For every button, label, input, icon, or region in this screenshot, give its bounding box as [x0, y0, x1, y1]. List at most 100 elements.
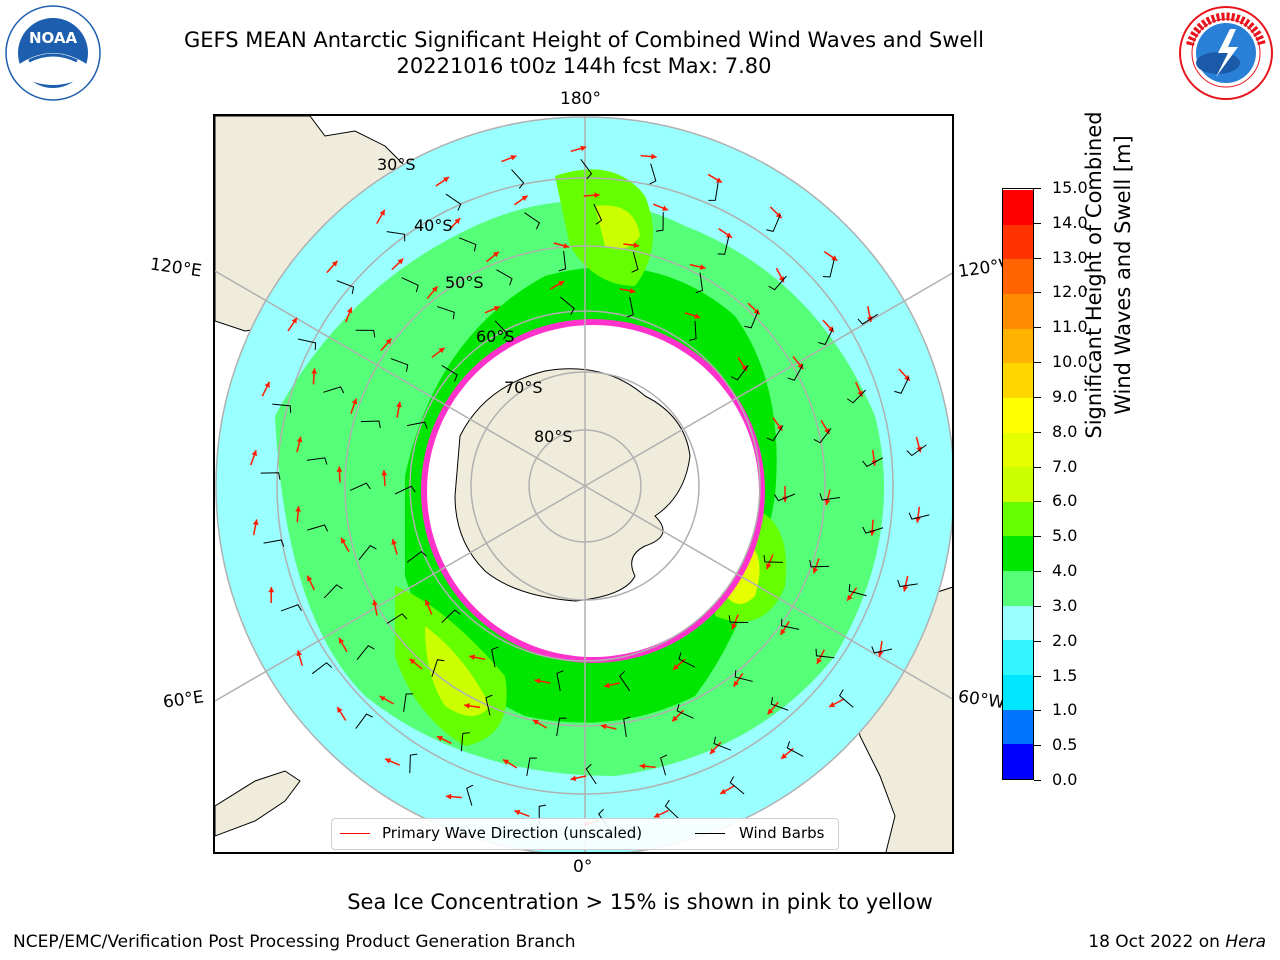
- colorbar-tick: [1034, 431, 1041, 433]
- colorbar-segment: [1003, 258, 1033, 294]
- wind-barb: [593, 203, 603, 225]
- wind-barb: [511, 169, 525, 189]
- wave-arrow-head: [351, 398, 358, 405]
- wind-barb: [774, 493, 796, 502]
- wave-arrow-head: [514, 809, 521, 816]
- wave-arrow-head: [521, 195, 528, 201]
- wave-arrow-head: [731, 623, 737, 630]
- wind-barb: [437, 306, 455, 320]
- wind-barb: [526, 757, 537, 776]
- wave-arrow-head: [346, 307, 353, 314]
- wave-arrow-head: [510, 155, 517, 161]
- wind-barb: [556, 717, 567, 737]
- colorbar-tick: [1034, 605, 1041, 607]
- wind-barb: [306, 457, 328, 465]
- wind-barb: [556, 670, 564, 692]
- colorbar-tick-label: 3.0: [1052, 595, 1078, 615]
- colorbar-tick-label: 9.0: [1052, 386, 1078, 406]
- colorbar-segment: [1003, 362, 1033, 398]
- wind-barb: [272, 403, 292, 413]
- wave-arrow-head: [469, 654, 475, 661]
- wind-barb: [406, 421, 428, 429]
- lon-label-180: 180°: [560, 89, 601, 109]
- wind-barb: [708, 182, 719, 201]
- colorbar-segment: [1003, 570, 1033, 606]
- lon-label-0: 0°: [573, 857, 593, 877]
- legend-barb-swatch: [695, 833, 725, 834]
- wave-arrow-head: [672, 715, 678, 722]
- wind-barb: [664, 799, 679, 819]
- wind-barb: [626, 296, 634, 318]
- wave-arrow-head: [385, 338, 392, 345]
- lat-label-70s: 70°S: [504, 378, 543, 397]
- wave-arrow-head: [534, 678, 541, 684]
- wave-arrow-head: [436, 736, 443, 742]
- colorbar: [1002, 188, 1034, 780]
- wind-barb: [656, 212, 664, 232]
- africa-land: [215, 770, 301, 837]
- colorbar-tick: [1034, 571, 1041, 573]
- wave-arrow-head: [720, 788, 727, 794]
- wave-arrow-head: [493, 251, 499, 258]
- wind-barb: [857, 313, 879, 325]
- wave-arrow-head: [904, 374, 910, 381]
- lat-label-40s: 40°S: [414, 216, 453, 235]
- footer-host: Hera: [1225, 932, 1266, 952]
- wave-arrow-head: [503, 759, 510, 765]
- wave-arrow-head: [651, 153, 657, 160]
- wind-barb: [838, 689, 854, 708]
- legend-wave-swatch: [340, 833, 370, 834]
- colorbar-tick: [1034, 640, 1041, 642]
- wave-arrow-head: [633, 242, 640, 249]
- colorbar-tick: [1034, 257, 1041, 259]
- wave-arrow-head: [829, 701, 836, 707]
- wind-barb: [390, 358, 409, 372]
- wind-barb: [386, 613, 408, 624]
- colorbar-tick-label: 6.0: [1052, 491, 1078, 511]
- colorbar-tick-label: 12.0: [1052, 282, 1088, 302]
- chart-subtitle: 20221016 t00z 144h fcst Max: 7.80: [396, 54, 772, 78]
- wind-barb: [689, 320, 697, 341]
- wind-barb: [558, 250, 567, 272]
- wind-barb: [441, 365, 458, 382]
- legend-barb-label: Wind Barbs: [739, 824, 825, 842]
- wave-arrow-head: [812, 567, 819, 574]
- colorbar-tick-label: 8.0: [1052, 421, 1078, 441]
- wind-barb: [728, 615, 749, 624]
- wave-arrow-head: [824, 499, 831, 506]
- wind-barb: [713, 736, 732, 751]
- wind-barb: [360, 420, 381, 429]
- wave-arrow-head: [753, 308, 760, 315]
- colorbar-tick-label: 5.0: [1052, 526, 1078, 546]
- colorbar-tick: [1034, 466, 1041, 468]
- wind-barb: [770, 697, 789, 711]
- wind-barb: [358, 544, 377, 560]
- wave-arrow-head: [307, 575, 313, 582]
- colorbar-segment: [1003, 743, 1033, 779]
- wave-arrow-head: [264, 381, 270, 388]
- colorbar-segment: [1003, 189, 1033, 225]
- polar-map: 30°S 40°S 50°S 60°S 70°S 80°S: [213, 114, 954, 854]
- wind-barb: [403, 693, 414, 712]
- wind-barb: [768, 275, 787, 291]
- wave-arrow-head: [391, 539, 397, 545]
- wind-barb: [297, 338, 317, 350]
- wind-barb: [619, 670, 631, 692]
- wave-arrow-head: [397, 258, 404, 265]
- wind-barb: [280, 604, 302, 612]
- wave-arrow-head: [291, 317, 297, 324]
- wind-barb: [649, 163, 657, 185]
- wave-arrow-head: [915, 517, 921, 523]
- wind-barb: [394, 485, 416, 495]
- wind-barb: [336, 280, 355, 294]
- wind-barb: [401, 277, 419, 293]
- colorbar-segment: [1003, 224, 1033, 260]
- colorbar-title-line2: Wind Waves and Swell [m]: [1111, 135, 1135, 415]
- colorbar-segment: [1003, 432, 1033, 468]
- wave-arrow-head: [251, 450, 258, 457]
- wave-arrow-head: [385, 758, 392, 764]
- colorbar-tick: [1034, 536, 1041, 538]
- wind-barb: [494, 320, 509, 340]
- wind-barb: [323, 386, 345, 394]
- wave-arrow-head: [379, 209, 385, 216]
